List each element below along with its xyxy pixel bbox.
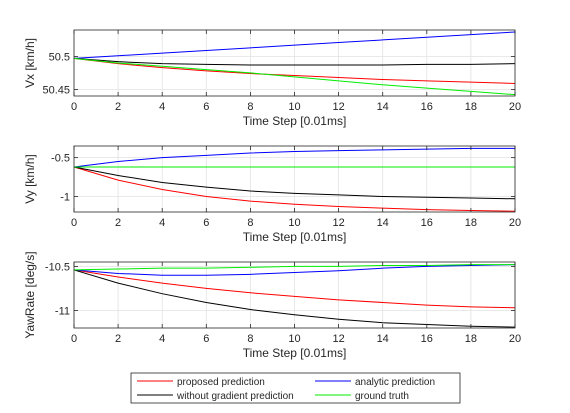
series-line-proposed-prediction	[73, 166, 516, 212]
x-tick-label: 18	[465, 217, 477, 229]
x-tick-label: 0	[71, 101, 77, 113]
y-axis-label: YawRate [deg/s]	[23, 251, 37, 338]
subplot-vy: 0 2 4 6 8 10 12 14 16 18 20 -1 -0.5 Time Step [0.01ms…	[23, 145, 521, 244]
y-axis-label: Vy [km/h]	[23, 154, 37, 204]
x-tick-label: 16	[421, 217, 433, 229]
subplot-yawrate: 0 2 4 6 8 10 12 14 16 18 20 -11 -10.5 Time Step [0.01…	[23, 251, 521, 360]
x-tick-label: 8	[247, 101, 253, 113]
legend-label: analytic prediction	[355, 377, 435, 388]
y-tick-label: -1	[60, 191, 70, 203]
y-tick-label: -11	[55, 305, 70, 317]
x-tick-label: 16	[421, 333, 433, 345]
x-tick-label: 20	[509, 333, 521, 345]
x-tick-label: 16	[421, 101, 433, 113]
series-line-ground-truth	[73, 57, 516, 96]
series-line-analytic-prediction	[73, 31, 516, 59]
legend: proposed prediction analytic prediction wi…	[130, 372, 461, 404]
x-tick-label: 12	[332, 333, 344, 345]
series-line-analytic-prediction	[73, 147, 515, 168]
y-tick-label: 50.45	[42, 84, 70, 96]
x-tick-label: 18	[465, 333, 477, 345]
x-tick-label: 10	[288, 333, 300, 345]
series-line-proposed-prediction	[73, 57, 516, 84]
x-tick-label: 14	[377, 333, 389, 345]
legend-label: ground truth	[355, 391, 409, 402]
x-tick-label: 8	[247, 333, 253, 345]
y-axis-label: Vx [km/h]	[23, 38, 37, 88]
x-tick-label: 6	[203, 217, 209, 229]
x-tick-label: 2	[115, 217, 121, 229]
x-tick-label: 4	[159, 217, 165, 229]
legend-label: without gradient prediction	[176, 391, 294, 402]
x-tick-label: 10	[288, 101, 300, 113]
y-tick-label: -10.5	[45, 261, 70, 273]
x-tick-label: 4	[159, 101, 165, 113]
x-axis-label: Time Step [0.01ms]	[243, 230, 347, 244]
x-tick-label: 6	[203, 333, 209, 345]
y-tick-label: 50.5	[49, 51, 70, 63]
legend-label: proposed prediction	[177, 377, 265, 388]
series-line-ground-truth	[73, 264, 515, 271]
x-tick-label: 4	[159, 333, 165, 345]
series-line-analytic-prediction	[73, 264, 516, 276]
x-tick-label: 8	[247, 217, 253, 229]
series-line-proposed-prediction	[73, 269, 516, 309]
x-tick-label: 10	[288, 217, 300, 229]
series-line-without-gradient-prediction	[73, 166, 516, 200]
x-tick-label: 20	[509, 101, 521, 113]
legend-box	[130, 372, 461, 404]
x-tick-label: 2	[115, 101, 121, 113]
x-tick-label: 6	[203, 101, 209, 113]
x-tick-label: 12	[332, 101, 344, 113]
x-tick-label: 14	[377, 217, 389, 229]
subplot-vx: 0 2 4 6 8 10 12 14 16 18 20 50.45 50.5 Time Step [0.0…	[23, 29, 521, 128]
x-tick-label: 18	[465, 101, 477, 113]
x-tick-label: 2	[115, 333, 121, 345]
x-tick-label: 12	[332, 217, 344, 229]
series-line-without-gradient-prediction	[73, 57, 516, 66]
x-tick-label: 20	[509, 217, 521, 229]
x-axis-label: Time Step [0.01ms]	[243, 346, 347, 360]
x-tick-label: 0	[71, 333, 77, 345]
x-axis-label: Time Step [0.01ms]	[243, 114, 347, 128]
y-tick-label: -0.5	[51, 153, 70, 165]
x-tick-label: 0	[71, 217, 77, 229]
x-tick-label: 14	[377, 101, 389, 113]
series-line-without-gradient-prediction	[73, 269, 516, 328]
